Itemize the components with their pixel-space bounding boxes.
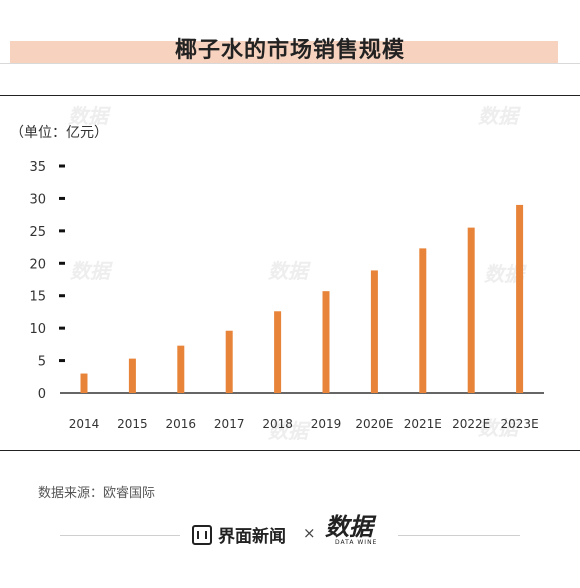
y-tick-mark: [59, 359, 65, 363]
y-tick-label: 30: [29, 192, 46, 207]
y-tick-mark: [59, 326, 65, 330]
bar: [516, 204, 524, 393]
y-tick-mark: [59, 196, 65, 200]
x-tick-label: 2018: [262, 417, 293, 431]
footer-line-right: [398, 535, 520, 536]
x-tick-label: 2014: [69, 417, 100, 431]
y-tick-label: 35: [29, 160, 46, 175]
partner-sub: DATA WINE: [335, 539, 378, 546]
watermark: 数据: [268, 259, 308, 283]
watermark: 数据: [68, 104, 108, 128]
bar: [419, 248, 427, 393]
brand-jiemian: 界面新闻: [192, 522, 286, 547]
x-tick-label: 2017: [214, 417, 245, 431]
brand-name: 界面新闻: [218, 527, 286, 547]
y-tick-mark: [59, 294, 65, 298]
bar: [225, 330, 233, 393]
y-tick-mark: [59, 261, 65, 265]
partner-name: 数据: [325, 513, 373, 541]
chart-title: 椰子水的市场销售规模: [174, 38, 405, 63]
y-tick-mark: [59, 164, 65, 168]
x-tick-label: 2020E: [355, 417, 393, 431]
x-tick-label: 2022E: [452, 417, 490, 431]
y-tick-label: 10: [29, 322, 46, 337]
bar: [128, 358, 136, 393]
bar: [80, 373, 88, 393]
x-tick-label: 2019: [311, 417, 342, 431]
jiemian-logo-icon: [192, 524, 212, 545]
watermark: 数据: [478, 104, 518, 128]
footer-line-left: [60, 535, 180, 536]
chart-frame: [0, 95, 580, 451]
bar-chart: 0 5 10 15 20 25 30 35 2014 2015 2016 2017 2018 2019 20…: [29, 160, 544, 431]
data-wine-logo: 数据 DATA WINE: [325, 515, 377, 546]
title-highlight: [10, 41, 558, 63]
bar: [274, 311, 282, 393]
bar: [370, 270, 378, 393]
y-tick-label: 0: [38, 387, 46, 402]
bar: [322, 291, 330, 393]
watermark: 数据: [478, 416, 518, 440]
source-note: 数据来源：欧睿国际: [38, 486, 156, 501]
watermark: 数据: [268, 419, 308, 443]
y-tick-label: 25: [29, 225, 46, 240]
y-tick-label: 20: [29, 257, 46, 272]
x-tick-label: 2023E: [501, 417, 539, 431]
bar: [177, 345, 185, 393]
y-tick-label: 5: [38, 355, 46, 370]
y-tick-mark: [59, 229, 65, 233]
x-tick-label: 2016: [166, 417, 197, 431]
watermark: 数据: [70, 259, 110, 283]
times-symbol: ×: [303, 524, 316, 542]
bar: [467, 227, 475, 393]
y-tick-label: 15: [29, 290, 46, 305]
x-tick-label: 2015: [117, 417, 148, 431]
unit-label: （单位：亿元）: [10, 125, 108, 141]
top-divider: [0, 63, 580, 64]
x-tick-label: 2021E: [404, 417, 442, 431]
